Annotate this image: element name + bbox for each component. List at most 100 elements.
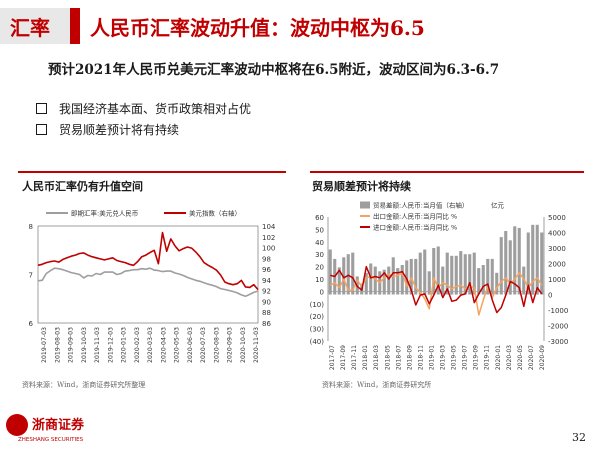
checkbox-square-icon: [36, 103, 47, 114]
trade-balance-bar: [490, 258, 494, 295]
legend-swatch: [360, 201, 370, 209]
legend-unit: 亿元: [491, 201, 505, 210]
trade-balance-bar: [472, 252, 476, 295]
slide-subtitle: 预计2021年人民币兑美元汇率波动中枢将在6.5附近，波动区间为6.3-6.7: [48, 62, 500, 78]
y2-tick-label: 86: [262, 320, 271, 328]
bullet-text: 我国经济基本面、货币政策相对占优: [59, 102, 252, 116]
y-tick-label: 7: [29, 272, 33, 280]
trade-balance-bar: [337, 267, 341, 295]
x-tick-label: 2019-12-03: [107, 327, 114, 363]
y-tick-label: 0: [320, 288, 324, 296]
trade-balance-bar: [499, 237, 503, 295]
y-tick-label: (10): [310, 301, 325, 309]
trade-balance-bar: [526, 232, 530, 295]
legend-label: 贸易差额:人民币:当月值（右轴）: [373, 201, 468, 210]
trade-balance-bar: [535, 224, 539, 295]
x-tick-label: 2020-05-03: [174, 327, 181, 363]
x-tick-label: 2020-08-03: [213, 327, 220, 363]
x-tick-label: 2019-09-03: [68, 327, 75, 363]
trade-balance-bar: [396, 268, 400, 295]
y-tick-label: (30): [310, 326, 325, 334]
bullet-item: 贸易顺差预计将有持续: [36, 121, 179, 138]
x-tick-label: 2019-07-03: [41, 327, 48, 363]
y2-tick-label: 96: [262, 266, 271, 274]
y-tick-label: (40): [310, 338, 325, 346]
trade-balance-bar: [387, 266, 391, 295]
trade-balance-bar: [369, 263, 373, 295]
x-tick-label: 2019-03: [440, 345, 447, 370]
x-tick-label: 2018-01: [362, 345, 369, 370]
y-tick-label: 60: [315, 214, 324, 222]
trade-balance-bar: [531, 224, 535, 295]
y2-tick-label: -1000: [548, 307, 568, 315]
trade-balance-bar: [382, 269, 386, 295]
x-tick-label: 2018-03: [373, 345, 380, 370]
y-tick-label: 8: [29, 223, 33, 231]
trade-balance-bar: [423, 249, 427, 295]
trade-balance-bar: [477, 268, 481, 295]
x-tick-label: 2020-03-03: [147, 327, 154, 363]
trade-balance-bar: [540, 232, 544, 295]
y2-tick-label: 2000: [548, 261, 566, 269]
y2-tick-label: 100: [262, 245, 275, 253]
y2-tick-label: 1000: [548, 276, 566, 284]
right-chart-title: 贸易顺差预计将持续: [312, 180, 411, 193]
left-panel-rule: [18, 171, 286, 173]
x-tick-label: 2020-09-03: [227, 327, 234, 363]
trade-balance-bar: [504, 231, 508, 295]
trade-balance-bar: [351, 252, 355, 295]
x-tick-label: 2018-09: [406, 345, 413, 370]
right-chart: (40) (30) (20) (10) 0 10 20 30 40 50 60 -3000 -2000 -…: [310, 201, 569, 371]
section-tag-label: 汇率: [10, 16, 50, 40]
x-tick-label: 2019-01: [428, 345, 435, 370]
x-tick-label: 2018-11: [417, 345, 424, 370]
trade-balance-bar: [468, 254, 472, 295]
x-tick-label: 2019-05: [451, 345, 458, 370]
trade-balance-bar: [405, 260, 409, 295]
bullet-item: 我国经济基本面、货币政策相对占优: [36, 100, 251, 117]
trade-balance-bar: [414, 258, 418, 295]
plot-frame: [37, 225, 259, 324]
y2-tick-label: 3000: [548, 245, 566, 253]
x-tick-label: 2020-04-03: [160, 327, 167, 363]
trade-balance-bar: [432, 248, 436, 295]
trade-balance-bar: [445, 252, 449, 295]
usdcny-line: [37, 267, 259, 298]
y2-tick-label: 98: [262, 255, 271, 263]
x-tick-label: 2019-07: [462, 345, 469, 370]
y-tick-label: 10: [315, 276, 324, 284]
x-tick-label: 2019-08-03: [54, 327, 61, 363]
section-tag: 汇率: [0, 8, 70, 44]
x-tick-label: 2020-02-03: [134, 327, 141, 363]
usd-index-line: [37, 231, 259, 291]
x-tick-label: 2019-11-03: [94, 327, 101, 363]
legend-label: 即期汇率:美元兑人民币: [71, 209, 138, 218]
y-tick-label: 30: [315, 251, 324, 259]
y2-tick-label: -3000: [548, 338, 568, 346]
y2-tick-label: 0: [548, 292, 552, 300]
x-tick-label: 2020-09: [539, 345, 546, 370]
left-chart: 6 7 8 86 88 90 92 94 96 98 100 102 104 2019-07-03 2019…: [29, 209, 276, 363]
x-tick-label: 2020-05: [517, 345, 524, 370]
y2-tick-label: 88: [262, 309, 271, 317]
x-tick-label: 2020-01: [495, 345, 502, 370]
x-tick-label: 2017-09: [340, 345, 347, 370]
trade-balance-bar: [522, 266, 526, 295]
trade-balance-bar: [454, 255, 458, 295]
legend-label: 进口金额:人民币:当月同比 %: [373, 223, 457, 232]
trade-balance-bar: [441, 266, 445, 295]
trade-balance-bar: [450, 255, 454, 295]
y-tick-label: (20): [310, 313, 325, 321]
trade-balance-bar: [364, 272, 368, 295]
import-yoy-line: [330, 265, 543, 314]
x-tick-label: 2019-10-03: [81, 327, 88, 363]
x-tick-label: 2020-11-03: [253, 327, 260, 363]
x-tick-label: 2018-05: [384, 345, 391, 370]
trade-balance-bar: [495, 272, 499, 295]
left-chart-title: 人民币汇率仍有升值空间: [22, 180, 143, 193]
y-tick-label: 20: [315, 264, 324, 272]
right-panel-rule: [310, 171, 584, 173]
y-tick-label: 40: [315, 239, 324, 247]
logo-text: 浙商证券: [32, 418, 85, 433]
trade-balance-bar: [517, 227, 521, 295]
